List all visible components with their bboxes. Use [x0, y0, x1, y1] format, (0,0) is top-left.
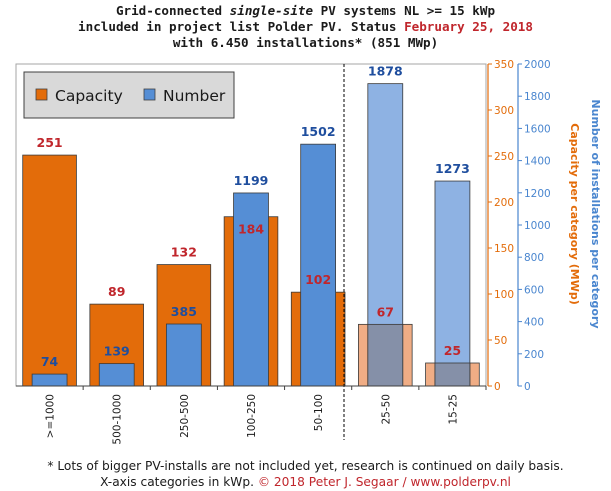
- number-tick-label-1200: 1200: [524, 188, 551, 200]
- bar-number-250-500: [165, 323, 202, 387]
- title-text: PV systems NL >= 15 kWp: [313, 3, 496, 18]
- number-axis: 0 200 400 600 800 1000 1200 1400 1600 1800 2000: [517, 59, 551, 393]
- capacity-tick-label-200: 200: [494, 197, 514, 209]
- capacity-tick-label-0: 0: [494, 381, 501, 393]
- data-label-number-100-250: 1199: [234, 173, 269, 188]
- bar-number-1000: [31, 373, 68, 387]
- data-label-number-500-1000: 139: [104, 344, 130, 359]
- title-line-2: included in project list Polder PV. Stat…: [0, 19, 611, 35]
- legend-swatch-capacity: [35, 88, 48, 101]
- data-label-capacity-500-1000: 89: [108, 284, 125, 299]
- number-tick-label-2000: 2000: [524, 59, 551, 71]
- number-tick-label-1000: 1000: [524, 220, 551, 232]
- title-emphasis: single-site: [229, 3, 314, 18]
- title-date: February 25, 2018: [404, 19, 533, 34]
- number-tick-label-600: 600: [524, 284, 544, 296]
- number-tick-label-0: 0: [524, 381, 531, 393]
- legend-label-capacity: Capacity: [55, 87, 123, 105]
- capacity-tick-label-350: 350: [494, 59, 514, 71]
- bar-number-500-1000: [98, 363, 135, 387]
- title-line-1: Grid-connected single-site PV systems NL…: [0, 3, 611, 19]
- data-label-capacity-15-25: 25: [444, 343, 461, 358]
- legend-box: [23, 71, 235, 119]
- legend-swatch-number: [143, 88, 156, 101]
- data-label-capacity-1000: 251: [37, 135, 63, 150]
- x-axis: >=1000 500-1000 250-500 100-250 50-100 25-50 1…: [16, 385, 487, 445]
- x-tick-label-100-250: 100-250: [246, 394, 258, 438]
- data-label-capacity-25-50: 67: [377, 304, 394, 319]
- capacity-tick-label-100: 100: [494, 289, 514, 301]
- data-labels-layer: 251 74 89 139 132 385 184 1199 102 1502 67 1878 25 12…: [37, 64, 470, 369]
- number-tick-label-400: 400: [524, 317, 544, 329]
- data-label-number-15-25: 1273: [435, 161, 470, 176]
- number-tick-label-1800: 1800: [524, 91, 551, 103]
- bar-number-50-100: [300, 143, 336, 387]
- legend: Capacity Number: [23, 71, 235, 119]
- bar-overlap-15-25: [434, 362, 471, 387]
- footnote-line-1: * Lots of bigger PV-installs are not inc…: [47, 459, 564, 473]
- capacity-axis: 0 50 100 150 200 250 300 350: [487, 59, 514, 393]
- chart-title: Grid-connected single-site PV systems NL…: [0, 3, 611, 51]
- capacity-tick-label-300: 300: [494, 105, 514, 117]
- x-tick-label-50-100: 50-100: [313, 394, 325, 431]
- x-tick-label-25-50: 25-50: [380, 394, 392, 425]
- data-label-number-250-500: 385: [171, 304, 197, 319]
- number-tick-label-1600: 1600: [524, 123, 551, 135]
- capacity-tick-label-50: 50: [494, 335, 507, 347]
- number-axis-title: Number of installations per category: [589, 99, 602, 328]
- capacity-tick-label-250: 250: [494, 151, 514, 163]
- footnote-copyright: © 2018 Peter J. Segaar / www.polderpv.nl: [257, 475, 511, 489]
- data-label-number-50-100: 1502: [301, 124, 336, 139]
- number-tick-label-1400: 1400: [524, 156, 551, 168]
- capacity-tick-label-150: 150: [494, 243, 514, 255]
- bar-capacity-1000: [22, 154, 77, 387]
- x-tick-label-250-500: 250-500: [179, 394, 191, 438]
- data-label-number-1000: 74: [41, 354, 59, 369]
- data-label-number-25-50: 1878: [368, 64, 403, 79]
- x-tick-label-15-25: 15-25: [447, 394, 459, 425]
- x-tick-label-1000: >=1000: [45, 394, 57, 438]
- title-text: Grid-connected: [115, 3, 230, 18]
- bars-layer: [22, 83, 480, 387]
- data-label-capacity-50-100: 102: [305, 272, 331, 287]
- x-tick-label-500-1000: 500-1000: [112, 394, 124, 445]
- legend-label-number: Number: [163, 87, 226, 105]
- title-line-3: with 6.450 installations* (851 MWp): [0, 35, 611, 51]
- bar-overlap-25-50: [367, 323, 404, 387]
- title-text: with 6.450 installations* (851 MWp): [172, 35, 439, 50]
- footnote-units: X-axis categories in kWp.: [100, 475, 258, 489]
- bar-number-15-25: [434, 180, 471, 387]
- footnote: * Lots of bigger PV-installs are not inc…: [0, 458, 611, 490]
- number-tick-label-800: 800: [524, 252, 544, 264]
- data-label-capacity-100-250: 184: [238, 222, 264, 237]
- number-tick-label-200: 200: [524, 349, 544, 361]
- title-text: included in project list Polder PV. Stat…: [78, 19, 405, 34]
- data-label-capacity-250-500: 132: [171, 245, 197, 260]
- capacity-axis-title: Capacity per category (MWp): [568, 123, 581, 304]
- footnote-line-2: X-axis categories in kWp. © 2018 Peter J…: [0, 474, 611, 490]
